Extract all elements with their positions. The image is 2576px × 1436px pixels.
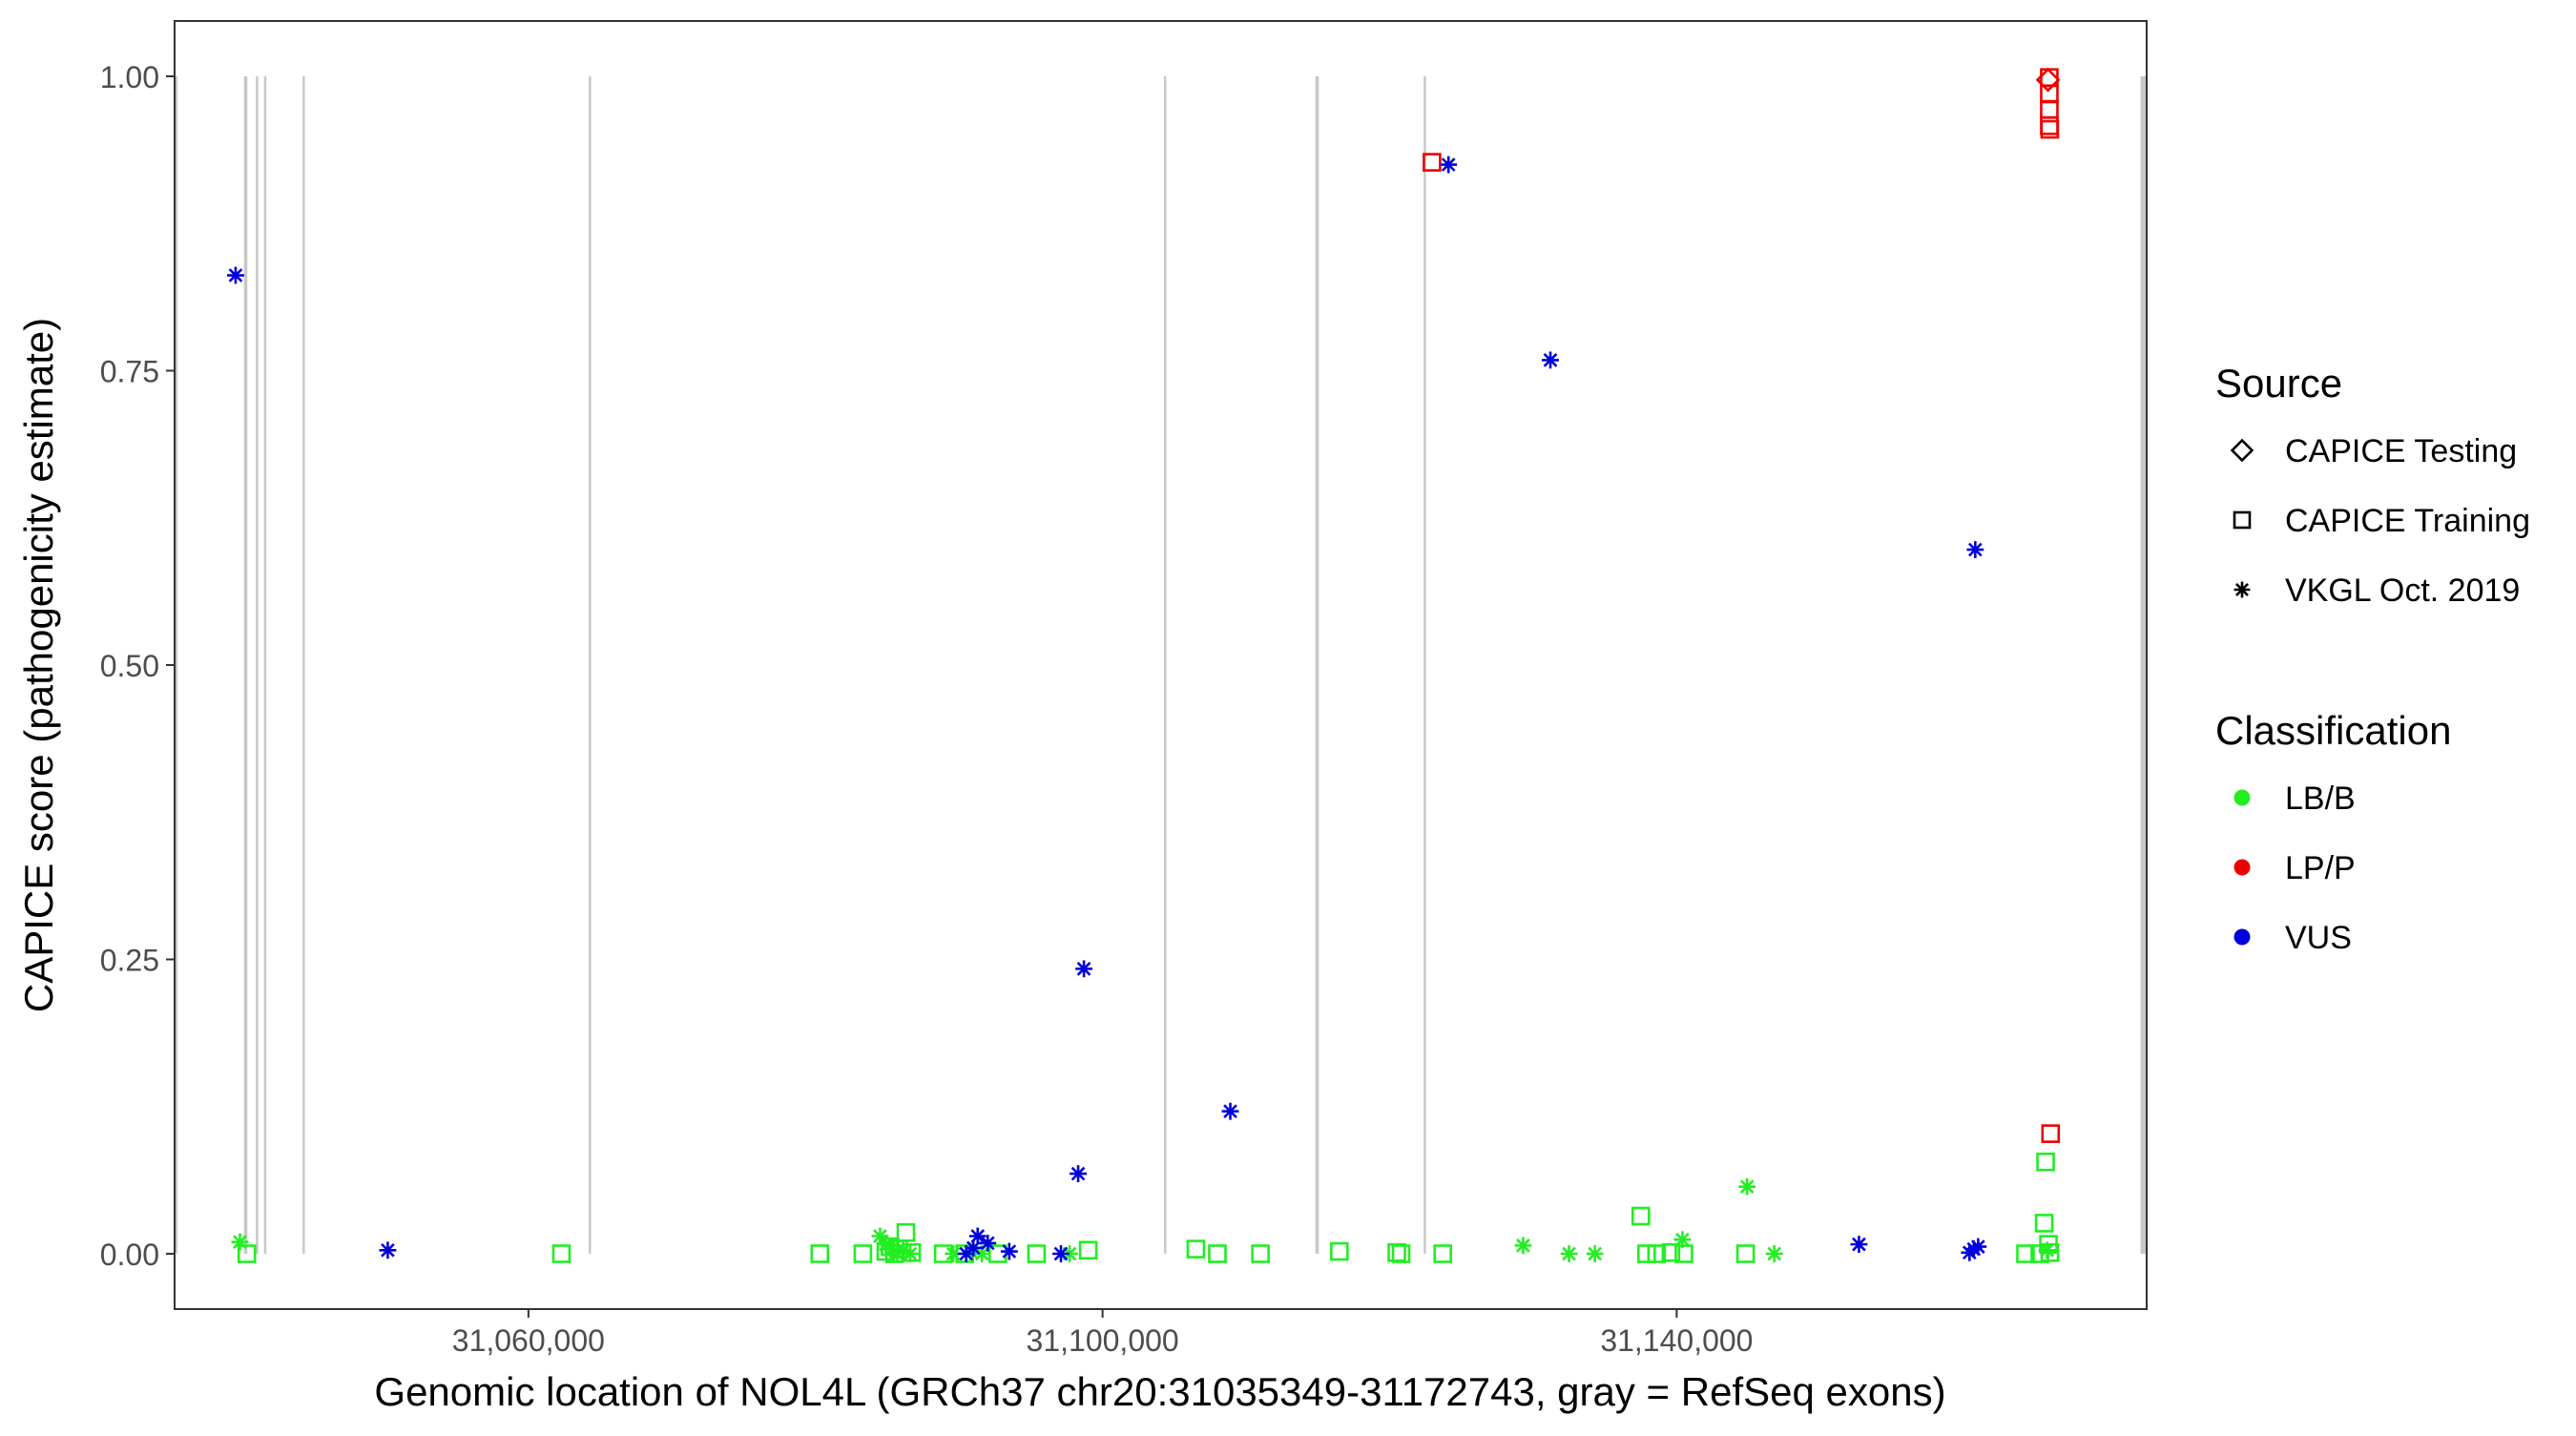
exon-bar — [589, 75, 592, 1255]
y-tick-label: 1.00 — [100, 60, 159, 94]
data-point — [1440, 156, 1458, 174]
exon-bar — [1423, 75, 1426, 1255]
y-tick-label: 0.50 — [100, 649, 159, 683]
data-point — [2036, 1152, 2055, 1172]
data-point — [2040, 1242, 2060, 1262]
legend-classification-label: VUS — [2285, 920, 2352, 956]
data-point — [1850, 1236, 1868, 1254]
data-point — [227, 266, 244, 284]
data-point — [1027, 1244, 1047, 1263]
data-point — [1647, 1244, 1667, 1263]
data-point — [379, 1241, 397, 1259]
data-point — [1661, 1242, 1681, 1262]
data-point — [1631, 1206, 1651, 1226]
data-point — [968, 1227, 987, 1245]
data-point-layer — [227, 67, 2061, 1263]
legend-source-title: Source — [2215, 361, 2342, 406]
data-point — [2016, 1244, 2035, 1263]
legend-source-key — [2233, 581, 2251, 598]
legend-color-dot — [2233, 789, 2251, 806]
data-point — [896, 1222, 916, 1242]
data-point — [1738, 1177, 1756, 1196]
data-point — [1221, 1102, 1239, 1120]
exon-bar — [256, 75, 259, 1255]
legend-source-key — [2233, 510, 2252, 530]
x-tick-label: 31,100,000 — [1027, 1323, 1179, 1358]
legend-classification-label: LB/B — [2285, 780, 2356, 817]
data-point — [902, 1245, 919, 1262]
exon-bar — [2140, 75, 2147, 1255]
data-point — [1052, 1245, 1070, 1262]
data-point — [2040, 119, 2060, 139]
exon-bar — [1315, 75, 1319, 1255]
data-point — [1637, 1244, 1656, 1263]
data-point — [1560, 1245, 1578, 1262]
data-point — [237, 1244, 257, 1263]
x-axis-title: Genomic location of NOL4L (GRCh37 chr20:… — [374, 1369, 1945, 1414]
data-point — [1735, 1244, 1755, 1263]
data-point — [1330, 1241, 1349, 1261]
exon-bar — [263, 75, 267, 1255]
data-point — [1186, 1239, 1206, 1259]
legend-classification-items: LB/B LP/P VUS — [2233, 780, 2356, 956]
y-axis-title: CAPICE score (pathogenicity estimate) — [16, 318, 61, 1012]
data-point — [2041, 1124, 2061, 1143]
data-point — [979, 1234, 997, 1252]
exon-bar — [1164, 75, 1167, 1255]
data-point — [1765, 1245, 1783, 1262]
data-point — [1000, 1242, 1018, 1260]
y-tick-label: 0.25 — [100, 944, 159, 978]
data-point — [1966, 541, 1984, 558]
legend-source-key — [2230, 438, 2254, 463]
y-tick-label: 0.75 — [100, 354, 159, 388]
axis-layer: 0.00 0.25 0.50 0.75 1.00 31,060,000 31,100,000… — [100, 60, 1754, 1358]
y-tick-label: 0.00 — [100, 1238, 159, 1272]
data-point — [810, 1244, 830, 1263]
data-point — [1674, 1244, 1693, 1263]
data-point — [1070, 1165, 1087, 1183]
legend-color-dot — [2233, 859, 2251, 876]
data-point — [1251, 1244, 1270, 1263]
data-point — [853, 1244, 873, 1263]
legend-source-label: CAPICE Testing — [2285, 433, 2517, 469]
data-point — [551, 1244, 571, 1263]
data-point — [1514, 1237, 1532, 1255]
legend-source-label: CAPICE Training — [2285, 503, 2530, 539]
plot-panel-background — [175, 21, 2147, 1309]
data-point — [1433, 1244, 1452, 1263]
x-tick-label: 31,060,000 — [452, 1323, 605, 1358]
data-point — [1078, 1240, 1098, 1260]
data-point — [1423, 153, 1442, 172]
data-point — [231, 1233, 249, 1251]
data-point — [1391, 1244, 1411, 1263]
legend-source-label: VKGL Oct. 2019 — [2285, 572, 2520, 609]
data-point — [1673, 1231, 1692, 1249]
data-point — [2034, 1214, 2054, 1233]
data-point — [1075, 960, 1092, 978]
data-point — [1969, 1238, 1987, 1256]
data-point — [1208, 1244, 1227, 1263]
data-point — [2038, 1241, 2056, 1259]
exon-bar — [243, 75, 248, 1255]
data-point — [1542, 351, 1559, 369]
exon-bar — [302, 75, 305, 1255]
legend-color-dot — [2233, 928, 2251, 946]
exon-bar — [175, 75, 178, 1255]
data-point — [1586, 1245, 1604, 1262]
legend: Source CAPICE Testing CAPICE Training VKGL… — [2215, 361, 2530, 956]
legend-classification-title: Classification — [2215, 708, 2451, 753]
legend-classification-label: LP/P — [2285, 850, 2356, 886]
x-tick-label: 31,140,000 — [1600, 1323, 1753, 1358]
legend-source-items: CAPICE Testing CAPICE Training VKGL Oct. 2… — [2230, 433, 2530, 609]
exon-layer — [175, 75, 2147, 1255]
